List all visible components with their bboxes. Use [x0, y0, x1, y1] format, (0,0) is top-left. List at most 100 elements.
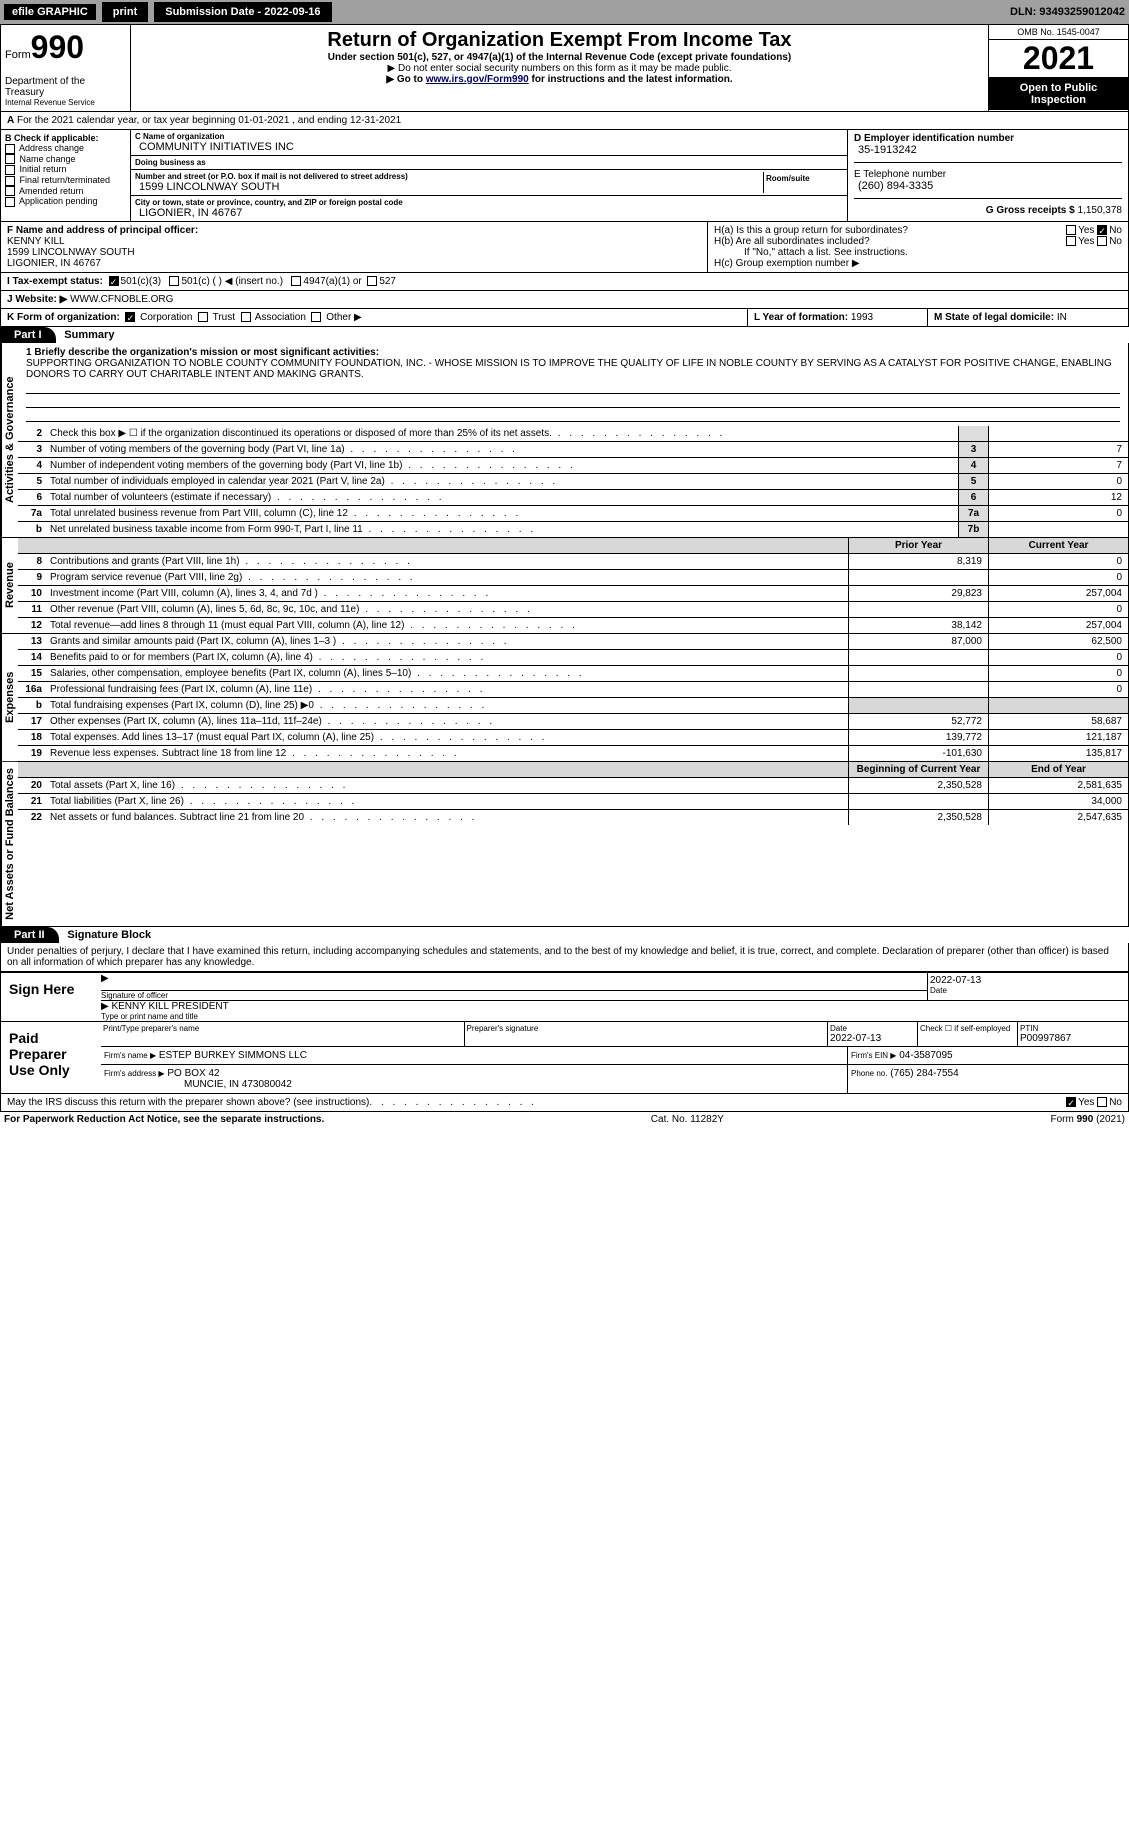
- l-value: 1993: [851, 312, 873, 323]
- curr-val: 135,817: [988, 746, 1128, 761]
- line-desc: Net unrelated business taxable income fr…: [46, 522, 958, 537]
- ha-yes-checkbox[interactable]: [1066, 225, 1076, 235]
- prior-val: [848, 666, 988, 681]
- firm-name: ESTEP BURKEY SIMMONS LLC: [159, 1050, 307, 1061]
- m-label: M State of legal domicile:: [934, 312, 1054, 323]
- line-num: 7a: [18, 506, 46, 521]
- prior-val: [848, 698, 988, 713]
- footer-left: For Paperwork Reduction Act Notice, see …: [4, 1114, 324, 1125]
- assoc-checkbox[interactable]: [241, 312, 251, 322]
- firm-phone: (765) 284-7554: [890, 1068, 958, 1079]
- sig-date-label: Date: [930, 986, 1126, 995]
- prior-val: 2,350,528: [848, 778, 988, 793]
- hb-yes-checkbox[interactable]: [1066, 236, 1076, 246]
- row-a: A For the 2021 calendar year, or tax yea…: [0, 112, 1129, 130]
- open-public: Open to Public Inspection: [989, 78, 1128, 110]
- line-box: 6: [958, 490, 988, 505]
- line-desc: Program service revenue (Part VIII, line…: [46, 570, 848, 585]
- colb-checkbox[interactable]: [5, 197, 15, 207]
- officer-addr2: LIGONIER, IN 46767: [7, 258, 701, 269]
- line-desc: Benefits paid to or for members (Part IX…: [46, 650, 848, 665]
- row-a-label: A: [7, 115, 14, 126]
- line-desc: Total unrelated business revenue from Pa…: [46, 506, 958, 521]
- line-desc: Other expenses (Part IX, column (A), lin…: [46, 714, 848, 729]
- prior-val: [848, 650, 988, 665]
- row-i: I Tax-exempt status: ✓ 501(c)(3) 501(c) …: [0, 273, 1129, 291]
- curr-val: 121,187: [988, 730, 1128, 745]
- paid-preparer-block: Paid Preparer Use Only Print/Type prepar…: [0, 1022, 1129, 1094]
- curr-val: 2,547,635: [988, 810, 1128, 825]
- line-num: 6: [18, 490, 46, 505]
- row-j: J Website: ▶ WWW.CFNOBLE.ORG: [0, 291, 1129, 309]
- line-desc: Total liabilities (Part X, line 26): [46, 794, 848, 809]
- colb-checkbox[interactable]: [5, 186, 15, 196]
- trust-checkbox[interactable]: [198, 312, 208, 322]
- line-num: b: [18, 698, 46, 713]
- addr-value: 1599 LINCOLNWAY SOUTH: [135, 181, 763, 193]
- hb-no-checkbox[interactable]: [1097, 236, 1107, 246]
- line-num: 21: [18, 794, 46, 809]
- mission-label: 1 Briefly describe the organization's mi…: [26, 347, 379, 358]
- line-desc: Total expenses. Add lines 13–17 (must eq…: [46, 730, 848, 745]
- print-button[interactable]: print: [102, 2, 148, 22]
- row-bcd: B Check if applicable: Address change Na…: [0, 130, 1129, 222]
- line-num: 9: [18, 570, 46, 585]
- colb-checkbox[interactable]: [5, 176, 15, 186]
- form-subtitle1: Under section 501(c), 527, or 4947(a)(1)…: [135, 52, 984, 63]
- revenue-body: Revenue Prior Year Current Year 8Contrib…: [0, 538, 1129, 634]
- firm-phone-label: Phone no.: [851, 1069, 887, 1078]
- row-a-text: For the 2021 calendar year, or tax year …: [17, 115, 401, 126]
- 527-checkbox[interactable]: [367, 276, 377, 286]
- sign-here-label: Sign Here: [1, 973, 101, 1021]
- form-header: Form 990 Department of the Treasury Inte…: [0, 24, 1129, 112]
- other-checkbox[interactable]: [311, 312, 321, 322]
- submission-date: Submission Date - 2022-09-16: [154, 2, 331, 22]
- colb-checkbox[interactable]: [5, 144, 15, 154]
- prior-val: [848, 682, 988, 697]
- line-num: 17: [18, 714, 46, 729]
- prior-val: 52,772: [848, 714, 988, 729]
- irs-link[interactable]: www.irs.gov/Form990: [426, 74, 529, 85]
- colb-checkbox[interactable]: [5, 165, 15, 175]
- dln: DLN: 93493259012042: [1010, 6, 1125, 18]
- side-ag: Activities & Governance: [1, 343, 18, 537]
- line-desc: Total assets (Part X, line 16): [46, 778, 848, 793]
- omb-number: OMB No. 1545-0047: [989, 25, 1128, 40]
- prior-val: [848, 794, 988, 809]
- discuss-no-checkbox[interactable]: [1097, 1097, 1107, 1107]
- 501c3-checkbox[interactable]: ✓: [109, 276, 119, 286]
- curr-val: 0: [988, 682, 1128, 697]
- discuss-yes-checkbox[interactable]: ✓: [1066, 1097, 1076, 1107]
- curr-val: [988, 698, 1128, 713]
- line-desc: Net assets or fund balances. Subtract li…: [46, 810, 848, 825]
- line-desc: Revenue less expenses. Subtract line 18 …: [46, 746, 848, 761]
- pdate: 2022-07-13: [830, 1033, 915, 1044]
- j-label: J Website: ▶: [7, 294, 67, 305]
- sign-here-block: Sign Here ▶ Signature of officer 2022-07…: [0, 972, 1129, 1022]
- self-emp-label: Check ☐ if self-employed: [918, 1022, 1018, 1046]
- footer: For Paperwork Reduction Act Notice, see …: [0, 1112, 1129, 1127]
- colb-checkbox[interactable]: [5, 154, 15, 164]
- ptin-value: P00997867: [1020, 1033, 1126, 1044]
- side-exp: Expenses: [1, 634, 18, 761]
- line-desc: Other revenue (Part VIII, column (A), li…: [46, 602, 848, 617]
- row-fh: F Name and address of principal officer:…: [0, 222, 1129, 273]
- part1-header: Part I Summary: [0, 327, 1129, 343]
- line-desc: Total number of individuals employed in …: [46, 474, 958, 489]
- paid-label: Paid Preparer Use Only: [1, 1022, 101, 1093]
- pname-label: Print/Type preparer's name: [103, 1024, 462, 1033]
- line-num: 10: [18, 586, 46, 601]
- firm-addr1: PO BOX 42: [167, 1068, 219, 1079]
- ha-no-checkbox[interactable]: ✓: [1097, 225, 1107, 235]
- sig-date: 2022-07-13: [930, 975, 1126, 986]
- corp-checkbox[interactable]: ✓: [125, 312, 135, 322]
- firm-ein-label: Firm's EIN ▶: [851, 1051, 896, 1060]
- line-box: 5: [958, 474, 988, 489]
- ptin-label: PTIN: [1020, 1024, 1126, 1033]
- line-box: 3: [958, 442, 988, 457]
- curr-year-hdr: Current Year: [988, 538, 1128, 553]
- 501c-checkbox[interactable]: [169, 276, 179, 286]
- 4947-checkbox[interactable]: [291, 276, 301, 286]
- city-label: City or town, state or province, country…: [135, 198, 843, 207]
- line-box: 4: [958, 458, 988, 473]
